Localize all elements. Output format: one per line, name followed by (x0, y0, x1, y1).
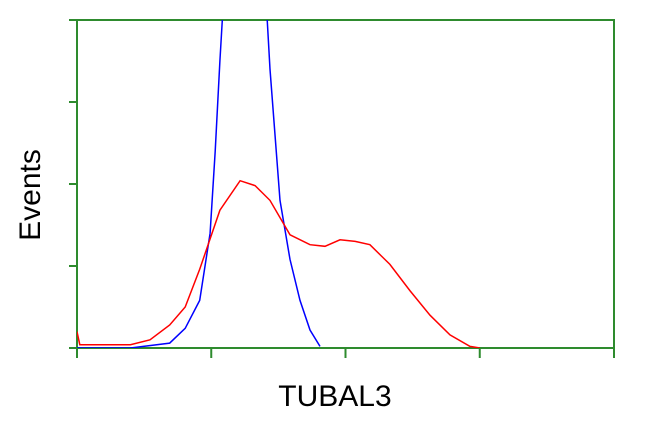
x-axis-label: TUBAL3 (278, 380, 391, 413)
histogram-line (77, 20, 321, 348)
histogram-line (77, 179, 480, 348)
plot-frame (76, 19, 615, 349)
y-axis-label: Events (14, 149, 47, 241)
